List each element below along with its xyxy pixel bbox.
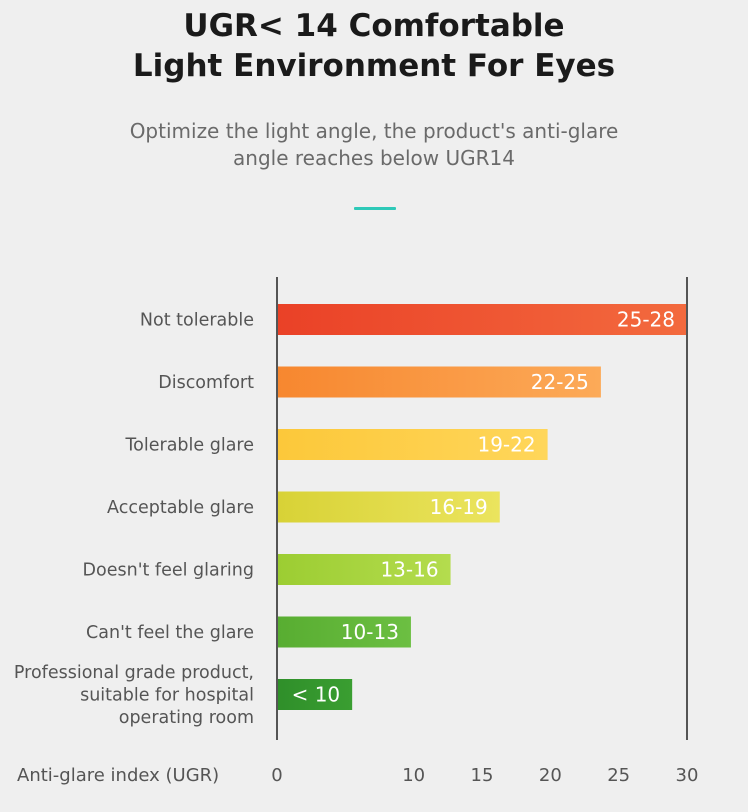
x-axis-title: Anti-glare index (UGR) <box>17 765 219 786</box>
category-label: Discomfort <box>158 373 254 393</box>
category-label: Professional grade product, suitable for … <box>14 663 254 728</box>
bar <box>277 366 601 398</box>
category-label: Doesn't feel glaring <box>83 561 254 581</box>
bar-value-label: 16-19 <box>430 495 488 519</box>
bar <box>277 491 500 523</box>
bar <box>277 616 411 648</box>
x-tick-label: 10 <box>402 765 425 786</box>
page-title: UGR< 14 Comfortable Light Environment Fo… <box>0 6 748 86</box>
page-subtitle: Optimize the light angle, the product's … <box>0 118 748 172</box>
category-label: Tolerable glare <box>124 436 254 456</box>
bar-value-label: 13-16 <box>380 558 438 582</box>
subtitle-line-2: angle reaches below UGR14 <box>233 146 515 170</box>
bar-value-label: 10-13 <box>341 620 399 644</box>
x-tick-label: 30 <box>676 765 699 786</box>
x-tick-label: 20 <box>539 765 562 786</box>
category-label: Acceptable glare <box>107 498 254 518</box>
accent-divider <box>354 207 396 210</box>
category-label: Can't feel the glare <box>86 623 254 643</box>
bar <box>277 304 687 335</box>
bar-value-label: 19-22 <box>477 433 535 457</box>
axis-group: 0 10 15 20 25 30 Anti-glare index (UGR) <box>17 277 698 786</box>
bar-value-label: 22-25 <box>531 370 589 394</box>
bar <box>277 429 548 460</box>
subtitle-line-1: Optimize the light angle, the product's … <box>129 119 619 143</box>
title-line-2: Light Environment For Eyes <box>132 48 616 84</box>
bar <box>277 554 451 585</box>
bar-value-label: < 10 <box>292 683 341 707</box>
bars-group: 25-28 Not tolerable 22-25 Discomfort 19-22 To… <box>14 304 687 728</box>
x-tick-label: 25 <box>607 765 630 786</box>
bar <box>277 679 353 710</box>
title-line-1: UGR< 14 Comfortable <box>183 8 565 44</box>
bar-value-label: 25-28 <box>617 308 675 332</box>
x-tick-label: 15 <box>471 765 494 786</box>
category-label: Not tolerable <box>140 311 254 331</box>
x-tick-label: 0 <box>271 765 282 786</box>
